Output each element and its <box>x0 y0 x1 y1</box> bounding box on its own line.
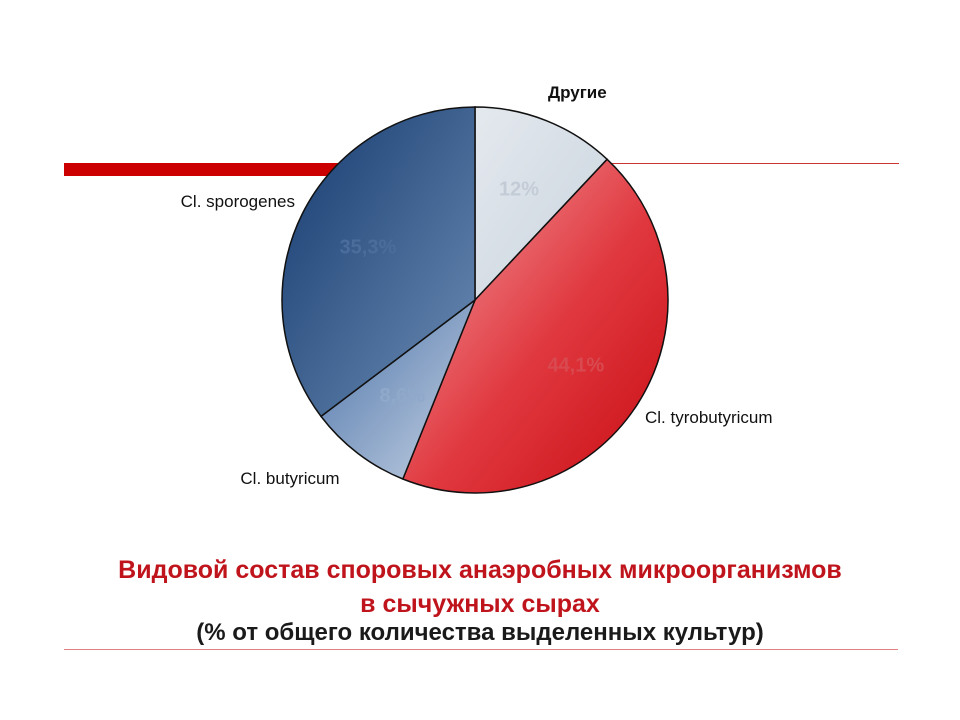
pie-slice-другие <box>474 106 609 302</box>
pie-slice-cl-tyrobutyricum <box>401 158 669 494</box>
category-label-cl-butyricum: Cl. butyricum <box>240 469 339 488</box>
decorative-top-rule <box>554 163 899 164</box>
category-label-cl-tyrobutyricum: Cl. tyrobutyricum <box>645 408 773 427</box>
value-label-cl-sporogenes: 35,3% <box>340 237 397 259</box>
category-label-другие: Другие <box>548 83 607 102</box>
decorative-bottom-rule <box>64 649 898 650</box>
value-label-cl-tyrobutyricum: 44,1% <box>547 354 604 376</box>
chart-title-line1: Видовой состав споровых анаэробных микро… <box>118 556 842 584</box>
chart-title-line2: в сычужных сырах <box>360 590 600 618</box>
pie-slice-cl-sporogenes <box>281 106 476 418</box>
pie-slice-cl-butyricum <box>319 297 477 480</box>
chart-subtitle: (% от общего количества выделенных культ… <box>196 619 764 646</box>
category-label-cl-sporogenes: Cl. sporogenes <box>181 192 295 211</box>
value-label-cl-butyricum: 8,6% <box>380 385 426 407</box>
value-label-другие: 12% <box>499 179 539 201</box>
